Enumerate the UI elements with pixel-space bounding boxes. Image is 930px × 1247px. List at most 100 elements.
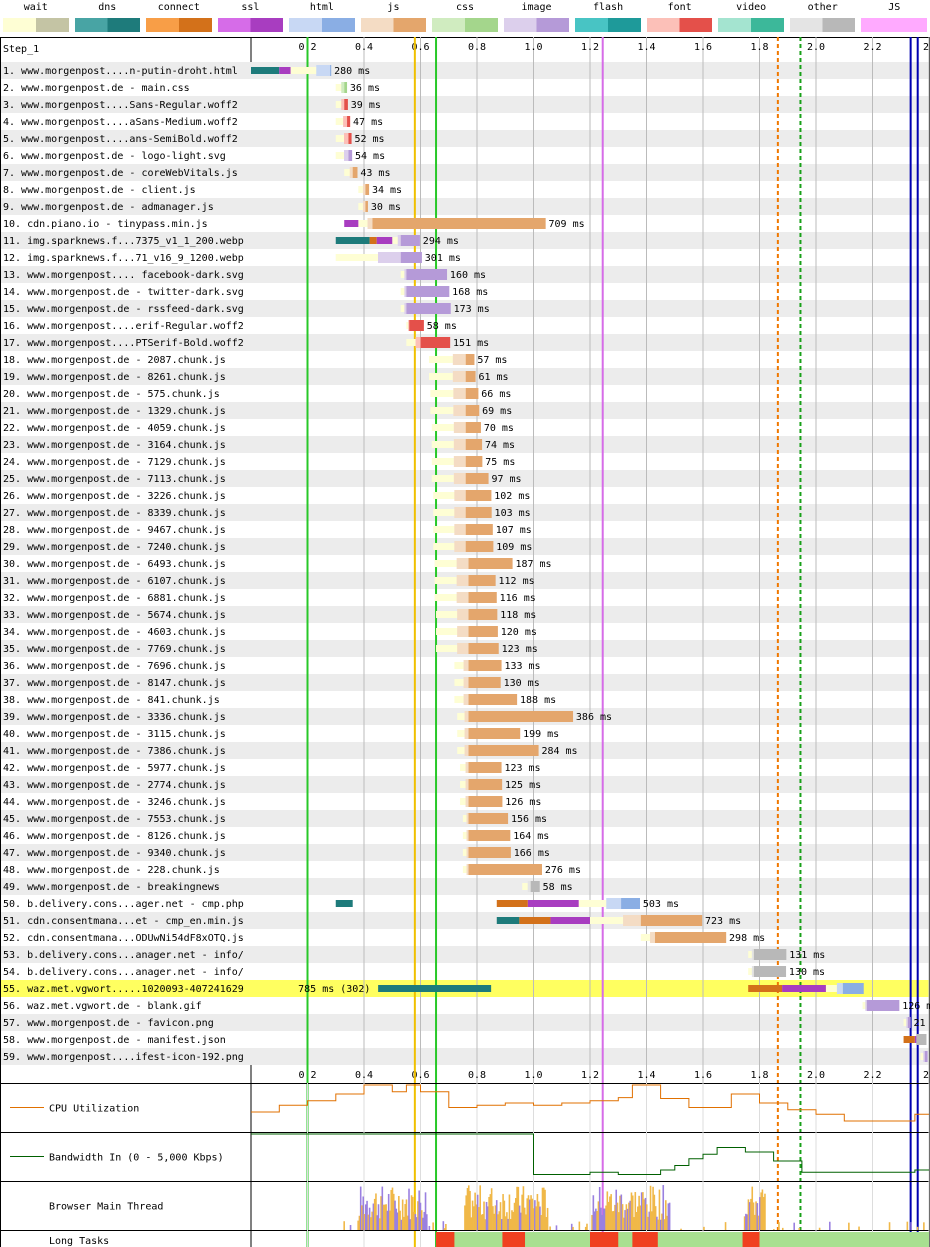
step-title: Step_1 — [3, 44, 39, 55]
main-thread-bar — [620, 1194, 623, 1230]
request-label: 52. cdn.consentmana...ODUwNi54dF8xOTQ.js — [3, 933, 244, 944]
bar-download — [347, 116, 351, 127]
main-thread-bar — [603, 1208, 606, 1230]
bar-ttfb — [456, 558, 469, 569]
main-thread-bar — [570, 1223, 573, 1230]
request-label: 33. www.morgenpost.de - 5674.chunk.js — [3, 610, 226, 621]
bar-ttfb — [453, 405, 466, 416]
main-thread-bar — [395, 1208, 398, 1230]
main-thread-bar — [537, 1201, 540, 1230]
bar-wait — [578, 900, 622, 907]
main-thread-bar — [637, 1206, 639, 1230]
request-label: 45. www.morgenpost.de - 7553.chunk.js — [3, 814, 226, 825]
bar-wait — [920, 1053, 925, 1060]
legend-swatch — [861, 18, 927, 32]
tick-label-top: 0.4 — [355, 42, 373, 53]
main-thread-bar — [372, 1203, 375, 1230]
main-thread-bar — [614, 1204, 616, 1230]
legend-item: css — [429, 0, 501, 36]
main-thread-bar — [638, 1195, 640, 1230]
main-thread-bar — [504, 1216, 507, 1230]
main-thread-bar — [497, 1214, 499, 1230]
request-duration: 21 ms — [914, 1018, 930, 1029]
bar-ttfb — [527, 881, 531, 892]
bar-wait — [433, 543, 466, 550]
bar-download — [465, 524, 493, 535]
main-thread-bar — [471, 1200, 474, 1230]
request-label: 53. b.delivery.cons...anager.net - info/ — [3, 950, 244, 961]
main-thread-bar — [611, 1211, 614, 1230]
main-thread-bar — [442, 1221, 445, 1230]
bar-ttfb — [404, 303, 407, 314]
main-thread-bar — [923, 1222, 925, 1230]
main-thread-bar — [366, 1200, 368, 1230]
legend-swatch — [74, 18, 141, 32]
bar-ssl — [527, 900, 579, 907]
main-thread-bar — [848, 1222, 850, 1230]
main-thread-bar — [386, 1210, 389, 1230]
request-label: 4. www.morgenpost....aSans-Medium.woff2 — [3, 117, 238, 128]
row-background — [1, 62, 929, 79]
main-thread-bar — [662, 1185, 665, 1230]
request-duration: 126 ms — [505, 797, 541, 808]
main-thread-bar — [478, 1207, 480, 1230]
main-thread-bar — [401, 1199, 404, 1230]
bar-ttfb — [466, 847, 469, 858]
request-label: 12. img.sparknews.f...71_v16_9_1200.webp — [3, 253, 244, 264]
bar-wait — [358, 220, 373, 227]
main-thread-bar — [906, 1221, 909, 1230]
tick-label-bottom: 1.6 — [694, 1070, 712, 1081]
bar-ttfb — [377, 252, 401, 263]
bar-wait — [434, 594, 469, 601]
bar-ttfb — [465, 796, 469, 807]
main-thread-bar — [398, 1195, 400, 1230]
bar-wait — [436, 645, 469, 652]
request-duration: 298 ms — [729, 933, 765, 944]
main-thread-bar — [410, 1195, 413, 1230]
bar-download — [468, 847, 511, 858]
bar-download — [465, 439, 483, 450]
bar-wait — [460, 764, 469, 771]
main-thread-bar — [647, 1216, 649, 1230]
main-thread-bar — [359, 1186, 362, 1230]
request-duration: 156 ms — [511, 814, 547, 825]
bar-wait — [344, 169, 353, 176]
main-thread-bar — [598, 1186, 601, 1230]
row-background — [1, 1014, 929, 1031]
request-label: 10. cdn.piano.io - tinypass.min.js — [3, 219, 208, 230]
request-duration: 301 ms — [425, 253, 461, 264]
bar-download — [468, 558, 513, 569]
main-thread-bar — [493, 1213, 495, 1230]
main-thread-bar — [368, 1207, 371, 1230]
request-duration: 47 ms — [353, 117, 383, 128]
main-thread-bar — [631, 1195, 634, 1230]
request-label: 23. www.morgenpost.de - 3164.chunk.js — [3, 440, 226, 451]
main-thread-bar — [408, 1188, 410, 1230]
main-thread-bar — [549, 1226, 551, 1230]
request-duration: 97 ms — [491, 474, 521, 485]
main-thread-bar — [390, 1189, 393, 1230]
main-thread-bar — [481, 1214, 484, 1230]
main-thread-bar — [467, 1185, 470, 1230]
bar-ssl — [376, 237, 393, 244]
legend-item: JS Execution — [858, 0, 930, 36]
main-thread-bar — [507, 1218, 509, 1230]
request-duration: 386 ms — [576, 712, 612, 723]
main-thread-bar — [888, 1222, 891, 1230]
tick-label-top: 2. — [923, 42, 930, 53]
panel-label: Browser Main Thread — [49, 1202, 163, 1213]
legend-swatch — [718, 18, 784, 32]
tick-label-bottom: 2.2 — [863, 1070, 881, 1081]
bar-download — [465, 507, 492, 518]
main-thread-bar — [466, 1187, 469, 1230]
request-label: 46. www.morgenpost.de - 8126.chunk.js — [3, 831, 226, 842]
request-duration: 54 ms — [355, 151, 385, 162]
bar-ttfb — [367, 218, 373, 229]
request-label: 32. www.morgenpost.de - 6881.chunk.js — [3, 593, 226, 604]
main-thread-bar — [424, 1192, 427, 1230]
bar-wait — [462, 866, 469, 873]
bar-wait — [462, 849, 469, 856]
legend-item: font — [644, 0, 716, 36]
bar-download — [406, 286, 450, 297]
bar-download — [842, 983, 864, 994]
